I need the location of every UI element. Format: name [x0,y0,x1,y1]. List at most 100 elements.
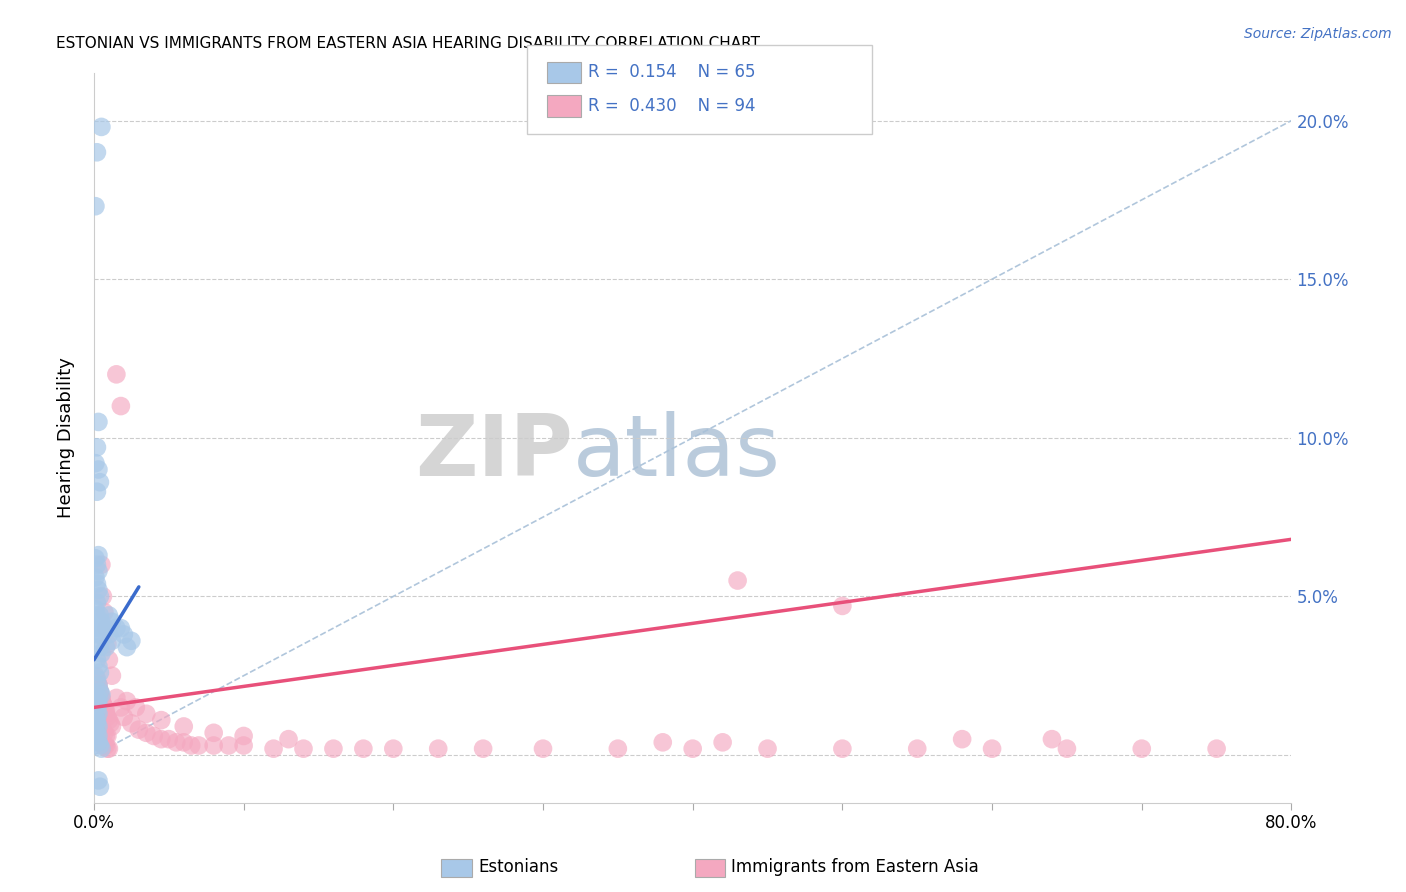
Point [263,741,285,756]
Point [86,713,108,727]
Point [93,700,115,714]
Point [86,576,108,591]
Point [90,719,112,733]
Point [97,653,120,667]
Point [89,716,111,731]
Point [97,713,120,727]
Point [115,640,138,655]
Point [105,368,128,382]
Point [150,713,173,727]
Point [87,633,110,648]
Point [322,741,344,756]
Point [89,780,111,794]
Point [89,608,111,623]
Point [90,120,112,134]
Point [711,735,734,749]
Point [91,723,114,737]
Point [89,698,111,712]
Point [94,621,117,635]
Point [87,690,110,705]
Point [90,690,112,705]
Point [292,741,315,756]
Point [120,716,142,731]
Point [120,633,142,648]
Point [87,615,110,629]
Point [87,548,110,562]
Point [86,694,108,708]
Point [232,729,254,743]
Point [232,739,254,753]
Point [96,729,118,743]
Point [87,690,110,705]
Point [173,719,195,733]
Point [90,741,112,756]
Point [277,732,299,747]
Point [86,716,108,731]
Point [1040,732,1063,747]
Point [84,602,107,616]
Point [427,741,450,756]
Point [86,675,108,690]
Point [110,399,132,413]
Point [157,732,180,747]
Point [100,716,122,731]
Point [87,719,110,733]
Point [651,735,673,749]
Point [84,723,107,737]
Point [86,608,108,623]
Point [94,640,117,655]
Point [87,678,110,692]
Point [89,684,111,698]
Point [831,599,853,613]
Point [382,741,405,756]
Point [86,684,108,698]
Point [950,732,973,747]
Point [86,145,108,160]
Point [90,688,112,702]
Point [135,726,157,740]
Point [86,484,108,499]
Point [142,729,165,743]
Point [101,719,124,733]
Point [101,615,124,629]
Point [531,741,554,756]
Point [84,199,107,213]
Point [84,710,107,724]
Point [905,741,928,756]
Point [101,669,124,683]
Point [727,574,749,588]
Point [112,627,135,641]
Point [89,684,111,698]
Point [90,615,112,629]
Text: R =  0.154    N = 65: R = 0.154 N = 65 [588,63,755,81]
Point [84,669,107,683]
Text: ESTONIAN VS IMMIGRANTS FROM EASTERN ASIA HEARING DISABILITY CORRELATION CHART: ESTONIAN VS IMMIGRANTS FROM EASTERN ASIA… [56,36,761,51]
Point [173,735,195,749]
Point [90,647,112,661]
Point [93,700,115,714]
Point [606,741,628,756]
Y-axis label: Hearing Disability: Hearing Disability [58,358,75,518]
Point [89,665,111,680]
Point [1130,741,1153,756]
Point [135,706,157,721]
Point [91,590,114,604]
Text: atlas: atlas [572,411,780,494]
Point [87,729,110,743]
Point [115,694,138,708]
Point [110,700,132,714]
Point [187,739,209,753]
Text: Estonians: Estonians [478,858,558,876]
Point [84,456,107,470]
Point [94,706,117,721]
Point [87,698,110,712]
Point [1205,741,1227,756]
Point [831,741,853,756]
Point [125,700,148,714]
Point [150,732,173,747]
Point [97,741,120,756]
Point [87,713,110,727]
Text: ZIP: ZIP [415,411,572,494]
Point [87,462,110,476]
Text: R =  0.430    N = 94: R = 0.430 N = 94 [588,97,755,115]
